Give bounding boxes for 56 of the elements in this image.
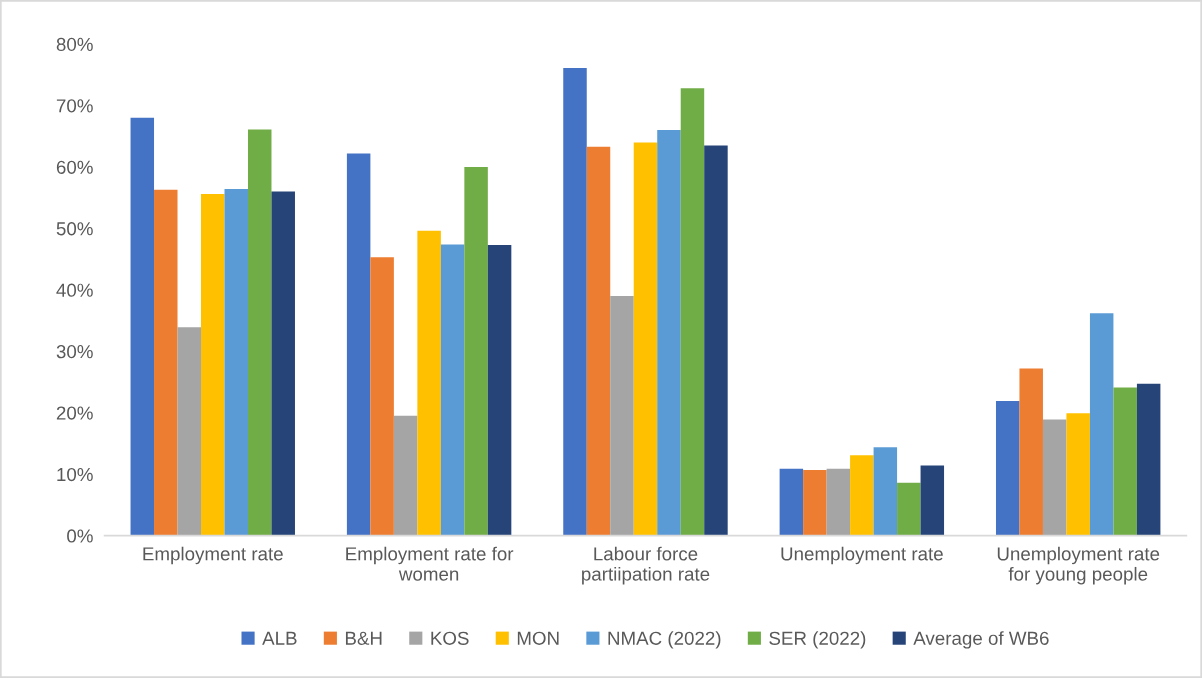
y-tick-label: 30% [56,344,93,359]
legend-label: B&H [345,631,382,645]
bar [370,257,394,536]
legend-label: KOS [431,631,469,645]
x-tick-label: Employment rate for women [346,546,514,581]
y-tick-label: 40% [56,283,93,297]
legend-label: SER (2022) [769,631,866,649]
bar [201,193,225,536]
bar [1019,368,1043,536]
bar [154,189,178,536]
bar [346,153,371,536]
bar [779,468,804,536]
x-tick-label: Employment rate [143,546,283,565]
legend-label: ALB [262,631,297,645]
y-tick-label: 20% [56,406,93,420]
bar [417,230,441,536]
bar [995,401,1020,536]
x-tick-label: Unemployment rate for young people [997,546,1160,585]
bar [850,455,874,536]
legend-label: NMAC (2022) [608,631,721,649]
legend-label: Average of WB6 [913,631,1049,649]
y-tick-label: 70% [56,99,93,113]
legend-label: MON [517,631,559,645]
bar [1066,413,1090,536]
y-tick-label: 50% [56,222,93,236]
bar [130,117,155,536]
bar [1089,313,1114,536]
bar [177,327,202,536]
y-tick-label: 0% [67,529,93,543]
bar [464,166,488,536]
bar [271,191,295,536]
bar [224,189,248,536]
bar [633,142,658,536]
bar [440,244,465,536]
bar [1042,419,1067,536]
bar [1113,387,1137,536]
bar [586,146,611,536]
y-tick-label: 10% [57,467,93,482]
bar [487,244,512,536]
bar [610,295,634,536]
bar [920,465,945,536]
bar [826,468,851,536]
y-tick-label: 60% [56,160,93,174]
bar [803,469,827,536]
bar [393,415,418,536]
x-tick-label: Unemployment rate [781,546,943,565]
y-tick-label: 80% [56,37,93,52]
bar [704,145,728,536]
bar [680,88,705,536]
bar [1136,383,1161,536]
bar [247,129,272,536]
bar [563,68,587,536]
bar [657,130,681,536]
bar [897,482,921,536]
bar [873,447,898,536]
x-tick-label: Labour force partiipation rate [582,546,710,585]
